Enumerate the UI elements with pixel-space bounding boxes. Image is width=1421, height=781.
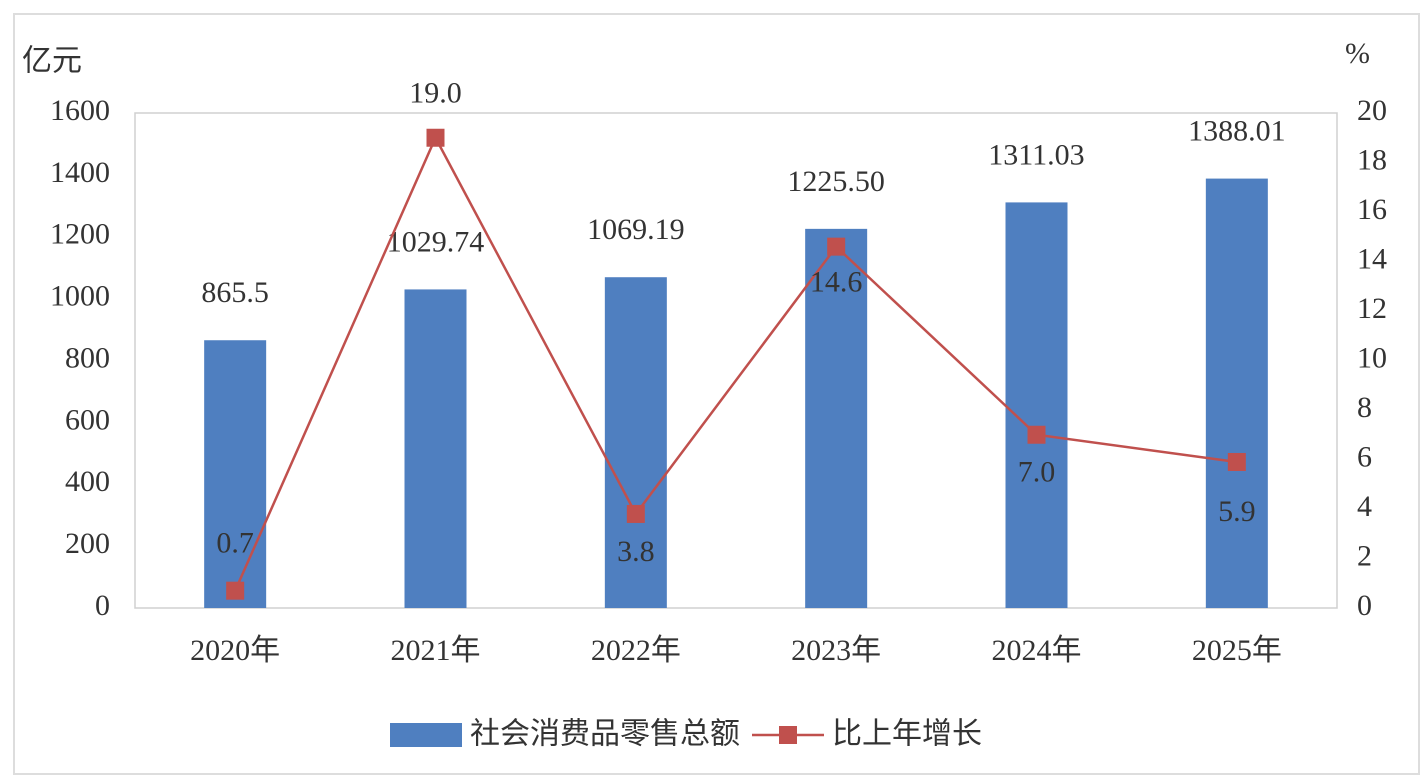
bar xyxy=(604,277,667,608)
y2-tick-label: 2 xyxy=(1357,539,1372,572)
bar-value-label: 1029.74 xyxy=(387,225,485,258)
y-tick-label: 1200 xyxy=(50,218,110,251)
y2-tick-label: 10 xyxy=(1357,341,1387,374)
line-marker xyxy=(626,504,645,523)
line-marker xyxy=(1227,452,1246,471)
bar xyxy=(1005,202,1068,609)
line-value-label: 3.8 xyxy=(617,535,655,568)
bar xyxy=(404,289,467,608)
y2-tick-label: 20 xyxy=(1357,94,1387,127)
bar-value-label: 1388.01 xyxy=(1188,114,1286,147)
x-tick-label: 2024年 xyxy=(992,634,1082,667)
line-marker xyxy=(226,581,245,600)
line-marker xyxy=(827,237,846,256)
legend-label: 比上年增长 xyxy=(832,717,982,752)
y2-tick-label: 6 xyxy=(1357,440,1372,473)
bar-value-label: 1311.03 xyxy=(988,138,1084,171)
legend-marker xyxy=(779,726,797,744)
y2-tick-label: 18 xyxy=(1357,143,1387,176)
line xyxy=(234,134,1237,592)
y2-tick-label: 0 xyxy=(1357,589,1372,622)
bar-value-label: 1225.50 xyxy=(787,165,885,198)
line-value-label: 19.0 xyxy=(409,77,462,110)
line-marker xyxy=(426,128,445,147)
y2-tick-label: 4 xyxy=(1357,490,1372,523)
line-marker xyxy=(1027,425,1046,444)
y2-tick-label: 8 xyxy=(1357,391,1372,424)
x-tick-label: 2020年 xyxy=(190,634,280,667)
plot-border xyxy=(134,112,1338,609)
legend-swatch xyxy=(390,723,462,747)
legend-label: 社会消费品零售总额 xyxy=(470,717,740,752)
y-tick-label: 800 xyxy=(65,341,110,374)
y-tick-label: 1400 xyxy=(50,156,110,189)
line-value-label: 7.0 xyxy=(1018,456,1056,489)
y-tick-label: 0 xyxy=(95,589,110,622)
y-tick-label: 1000 xyxy=(50,280,110,313)
y2-axis-label: % xyxy=(1345,37,1370,70)
y-tick-label: 200 xyxy=(65,527,110,560)
bar xyxy=(1205,178,1268,608)
bar xyxy=(204,340,267,608)
y2-tick-label: 14 xyxy=(1357,242,1387,275)
x-tick-label: 2023年 xyxy=(791,634,881,667)
line-value-label: 0.7 xyxy=(216,527,254,560)
x-tick-label: 2022年 xyxy=(591,634,681,667)
y-tick-label: 400 xyxy=(65,465,110,498)
x-tick-label: 2021年 xyxy=(391,634,481,667)
bar-value-label: 1069.19 xyxy=(587,213,685,246)
bar-value-label: 865.5 xyxy=(201,276,269,309)
y-tick-label: 600 xyxy=(65,403,110,436)
bar xyxy=(805,228,868,608)
y2-tick-label: 16 xyxy=(1357,193,1387,226)
line-value-label: 14.6 xyxy=(810,266,863,299)
x-tick-label: 2025年 xyxy=(1192,634,1282,667)
y-axis-label: 亿元 xyxy=(22,44,82,79)
line-value-label: 5.9 xyxy=(1218,495,1256,528)
y2-tick-label: 12 xyxy=(1357,292,1387,325)
y-tick-label: 1600 xyxy=(50,94,110,127)
